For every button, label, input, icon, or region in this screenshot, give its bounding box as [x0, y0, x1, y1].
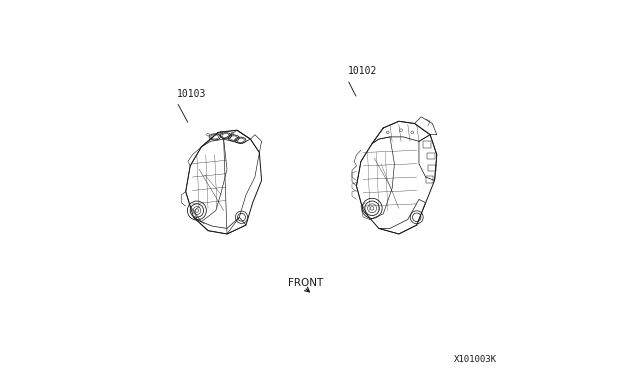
Text: 10103: 10103: [177, 89, 206, 99]
Text: FRONT: FRONT: [289, 279, 324, 288]
Text: 10102: 10102: [348, 66, 377, 76]
Text: X101003K: X101003K: [454, 355, 497, 364]
